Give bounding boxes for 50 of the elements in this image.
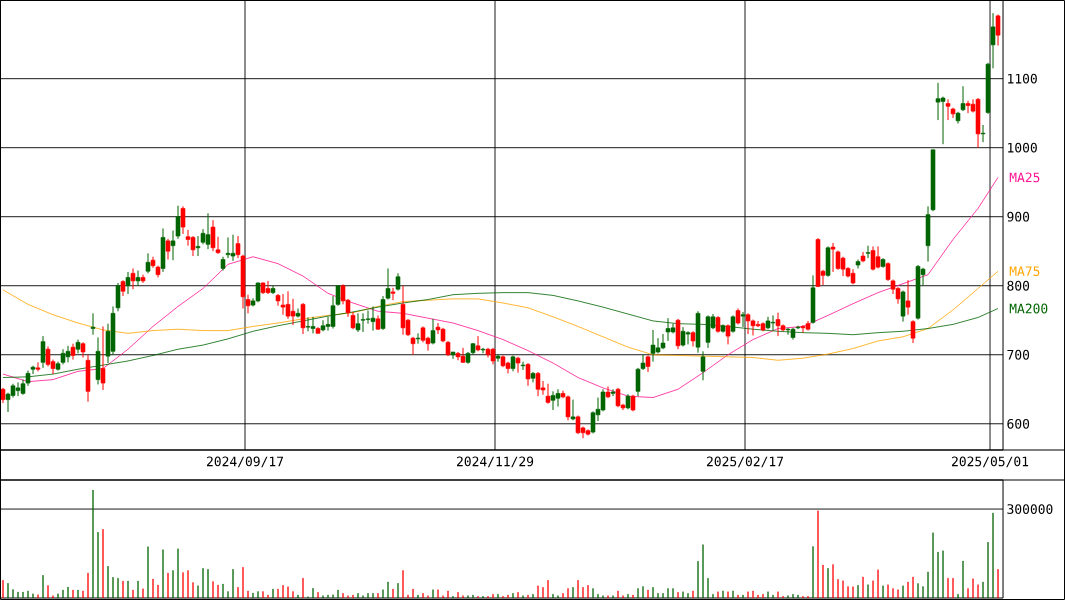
y-tick-label: 300000 bbox=[1007, 504, 1053, 514]
candlestick bbox=[135, 270, 141, 287]
candlestick bbox=[430, 318, 436, 345]
candlestick bbox=[410, 336, 416, 356]
candlestick bbox=[865, 245, 871, 259]
y-tick-label: 1000 bbox=[1008, 142, 1037, 153]
candlestick bbox=[700, 350, 706, 381]
candlestick bbox=[995, 13, 1001, 47]
candlestick bbox=[40, 335, 46, 369]
y-tick-label: 900 bbox=[1007, 211, 1030, 222]
x-tick-label: 2025/02/17 bbox=[706, 456, 784, 468]
candlestick bbox=[610, 388, 616, 397]
y-tick-label: 600 bbox=[1007, 418, 1030, 429]
candlestick bbox=[300, 302, 306, 335]
series-label: MA200 bbox=[1009, 303, 1048, 314]
candlestick bbox=[475, 335, 481, 352]
candlestick bbox=[90, 312, 96, 336]
candlestick bbox=[980, 124, 986, 143]
candlestick bbox=[525, 362, 531, 387]
candlestick bbox=[615, 387, 621, 408]
candlestick bbox=[125, 271, 131, 295]
candlestick bbox=[390, 287, 396, 301]
candlestick bbox=[905, 279, 911, 316]
candlestick bbox=[740, 311, 746, 328]
candlestick bbox=[960, 85, 966, 112]
candlestick bbox=[145, 252, 151, 274]
candlestick bbox=[455, 351, 461, 361]
candlestick bbox=[910, 319, 916, 344]
candlestick bbox=[320, 319, 326, 332]
candlestick bbox=[665, 317, 671, 342]
y-tick-label: 1100 bbox=[1008, 73, 1037, 84]
y-tick-label: 700 bbox=[1007, 349, 1030, 360]
candlestick bbox=[100, 325, 106, 391]
x-tick-label: 2024/11/29 bbox=[456, 456, 534, 468]
y-tick-label: 800 bbox=[1007, 280, 1030, 291]
candlestick bbox=[725, 323, 731, 345]
series-label: MA25 bbox=[1009, 172, 1040, 183]
candlestick bbox=[165, 238, 171, 260]
candlestick bbox=[415, 332, 421, 345]
candlestick bbox=[515, 356, 521, 374]
x-tick-label: 2025/05/01 bbox=[952, 456, 1029, 468]
candlestick bbox=[480, 347, 486, 354]
candlestick bbox=[130, 267, 136, 290]
candlestick bbox=[35, 361, 41, 372]
series-label: MA75 bbox=[1009, 266, 1040, 277]
x-tick-label: 2024/09/17 bbox=[206, 456, 284, 468]
candlestick bbox=[965, 100, 971, 114]
candlestick bbox=[520, 361, 526, 371]
candlestick bbox=[180, 205, 186, 235]
candlestick bbox=[450, 351, 456, 360]
